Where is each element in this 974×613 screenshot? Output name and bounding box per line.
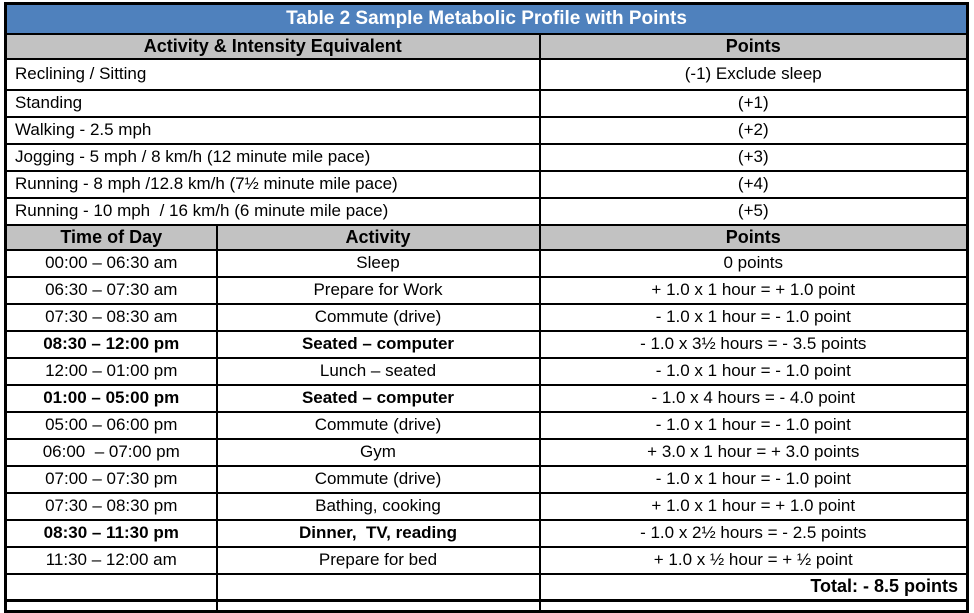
points-cell: (+2) [538,116,969,145]
table-row: 12:00 – 01:00 pm Lunch – seated - 1.0 x … [4,357,969,386]
activity-cell: Standing [4,89,541,118]
empty-cell [215,599,541,612]
time-cell: 05:00 – 06:00 pm [4,411,218,440]
header-activity-intensity: Activity & Intensity Equivalent [4,33,541,60]
activity-cell: Gym [215,438,541,467]
table-row: Jogging - 5 mph / 8 km/h (12 minute mile… [4,143,969,172]
table-row: 11:30 – 12:00 am Prepare for bed + 1.0 x… [4,546,969,575]
table-row: 01:00 – 05:00 pm Seated – computer - 1.0… [4,384,969,413]
points-cell: + 1.0 x 1 hour = + 1.0 point [538,276,969,305]
activity-cell: Commute (drive) [215,303,541,332]
time-cell: 07:00 – 07:30 pm [4,465,218,494]
points-cell: - 1.0 x 3½ hours = - 3.5 points [538,330,969,359]
header-activity: Activity [215,224,541,251]
header-time-of-day: Time of Day [4,224,218,251]
activity-cell: Reclining / Sitting [4,58,541,91]
activity-cell: Jogging - 5 mph / 8 km/h (12 minute mile… [4,143,541,172]
time-cell: 06:00 – 07:00 pm [4,438,218,467]
points-cell: (+1) [538,89,969,118]
activity-cell: Prepare for Work [215,276,541,305]
table-row: 06:30 – 07:30 am Prepare for Work + 1.0 … [4,276,969,305]
points-cell: - 1.0 x 4 hours = - 4.0 point [538,384,969,413]
activity-cell: Running - 8 mph /12.8 km/h (7½ minute mi… [4,170,541,199]
header-points-2: Points [538,224,969,251]
header-points: Points [538,33,969,60]
empty-cell [4,599,218,612]
time-cell: 12:00 – 01:00 pm [4,357,218,386]
activity-cell: Bathing, cooking [215,492,541,521]
empty-cell [215,573,541,602]
time-cell: 06:30 – 07:30 am [4,276,218,305]
table-row: Total: - 8.5 points [4,573,969,602]
table-row: 07:30 – 08:30 pm Bathing, cooking + 1.0 … [4,492,969,521]
table-row: 06:00 – 07:00 pm Gym + 3.0 x 1 hour = + … [4,438,969,467]
activity-cell: Commute (drive) [215,465,541,494]
time-cell: 00:00 – 06:30 am [4,249,218,278]
activity-cell: Dinner, TV, reading [215,519,541,548]
table-row: Walking - 2.5 mph (+2) [4,116,969,145]
empty-cell [538,599,969,612]
points-cell: (-1) Exclude sleep [538,58,969,91]
time-cell: 01:00 – 05:00 pm [4,384,218,413]
table-row: Table 2 Sample Metabolic Profile with Po… [4,2,969,35]
points-cell: (+3) [538,143,969,172]
table-row: Standing (+1) [4,89,969,118]
activity-cell: Commute (drive) [215,411,541,440]
points-cell: + 1.0 x ½ hour = + ½ point [538,546,969,575]
activity-cell: Running - 10 mph / 16 km/h (6 minute mil… [4,197,541,226]
activity-cell: Lunch – seated [215,357,541,386]
table-row: 08:30 – 11:30 pm Dinner, TV, reading - 1… [4,519,969,548]
table-row: 07:30 – 08:30 am Commute (drive) - 1.0 x… [4,303,969,332]
table-title: Table 2 Sample Metabolic Profile with Po… [4,2,969,35]
time-cell: 08:30 – 12:00 pm [4,330,218,359]
table-row: Reclining / Sitting (-1) Exclude sleep [4,58,969,91]
table-row-clipped [4,599,969,612]
time-cell: 07:30 – 08:30 am [4,303,218,332]
time-cell: 08:30 – 11:30 pm [4,519,218,548]
points-cell: 0 points [538,249,969,278]
table-row: Time of Day Activity Points [4,224,969,251]
points-cell: - 1.0 x 1 hour = - 1.0 point [538,411,969,440]
points-cell: (+5) [538,197,969,226]
activity-cell: Seated – computer [215,384,541,413]
points-cell: - 1.0 x 2½ hours = - 2.5 points [538,519,969,548]
points-cell: - 1.0 x 1 hour = - 1.0 point [538,357,969,386]
table-row: Running - 10 mph / 16 km/h (6 minute mil… [4,197,969,226]
activity-cell: Prepare for bed [215,546,541,575]
total-points: Total: - 8.5 points [538,573,969,602]
activity-cell: Walking - 2.5 mph [4,116,541,145]
points-cell: - 1.0 x 1 hour = - 1.0 point [538,303,969,332]
metabolic-profile-table: Table 2 Sample Metabolic Profile with Po… [4,2,970,613]
points-cell: (+4) [538,170,969,199]
table-row: 00:00 – 06:30 am Sleep 0 points [4,249,969,278]
table-row: 07:00 – 07:30 pm Commute (drive) - 1.0 x… [4,465,969,494]
table-row: Running - 8 mph /12.8 km/h (7½ minute mi… [4,170,969,199]
table-row: 08:30 – 12:00 pm Seated – computer - 1.0… [4,330,969,359]
points-cell: - 1.0 x 1 hour = - 1.0 point [538,465,969,494]
time-cell: 07:30 – 08:30 pm [4,492,218,521]
table-row: 05:00 – 06:00 pm Commute (drive) - 1.0 x… [4,411,969,440]
activity-cell: Seated – computer [215,330,541,359]
points-cell: + 1.0 x 1 hour = + 1.0 point [538,492,969,521]
points-cell: + 3.0 x 1 hour = + 3.0 points [538,438,969,467]
time-cell: 11:30 – 12:00 am [4,546,218,575]
empty-cell [4,573,218,602]
activity-cell: Sleep [215,249,541,278]
table-row: Activity & Intensity Equivalent Points [4,33,969,60]
